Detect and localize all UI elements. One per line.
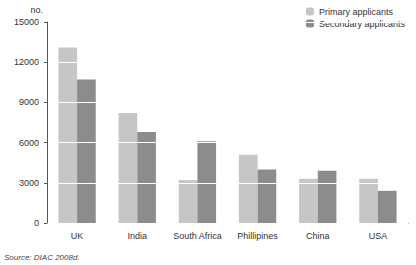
svg-text:USA: USA: [369, 231, 388, 241]
svg-text:12000: 12000: [14, 57, 39, 67]
svg-text:3000: 3000: [19, 178, 39, 188]
svg-text:Source: DIAC 2008d.: Source: DIAC 2008d.: [4, 253, 80, 262]
svg-text:UK: UK: [71, 231, 84, 241]
svg-text:9000: 9000: [19, 97, 39, 107]
svg-text:Secondary applicants: Secondary applicants: [319, 19, 406, 29]
svg-text:6000: 6000: [19, 138, 39, 148]
svg-text:Phillipines: Phillipines: [237, 231, 278, 241]
svg-text:no.: no.: [30, 5, 43, 15]
svg-text:0: 0: [34, 218, 39, 228]
svg-text:Primary applicants: Primary applicants: [319, 7, 394, 17]
svg-text:15000: 15000: [14, 17, 39, 27]
svg-text:China: China: [306, 231, 330, 241]
svg-text:India: India: [127, 231, 147, 241]
svg-text:South Africa: South Africa: [173, 231, 222, 241]
